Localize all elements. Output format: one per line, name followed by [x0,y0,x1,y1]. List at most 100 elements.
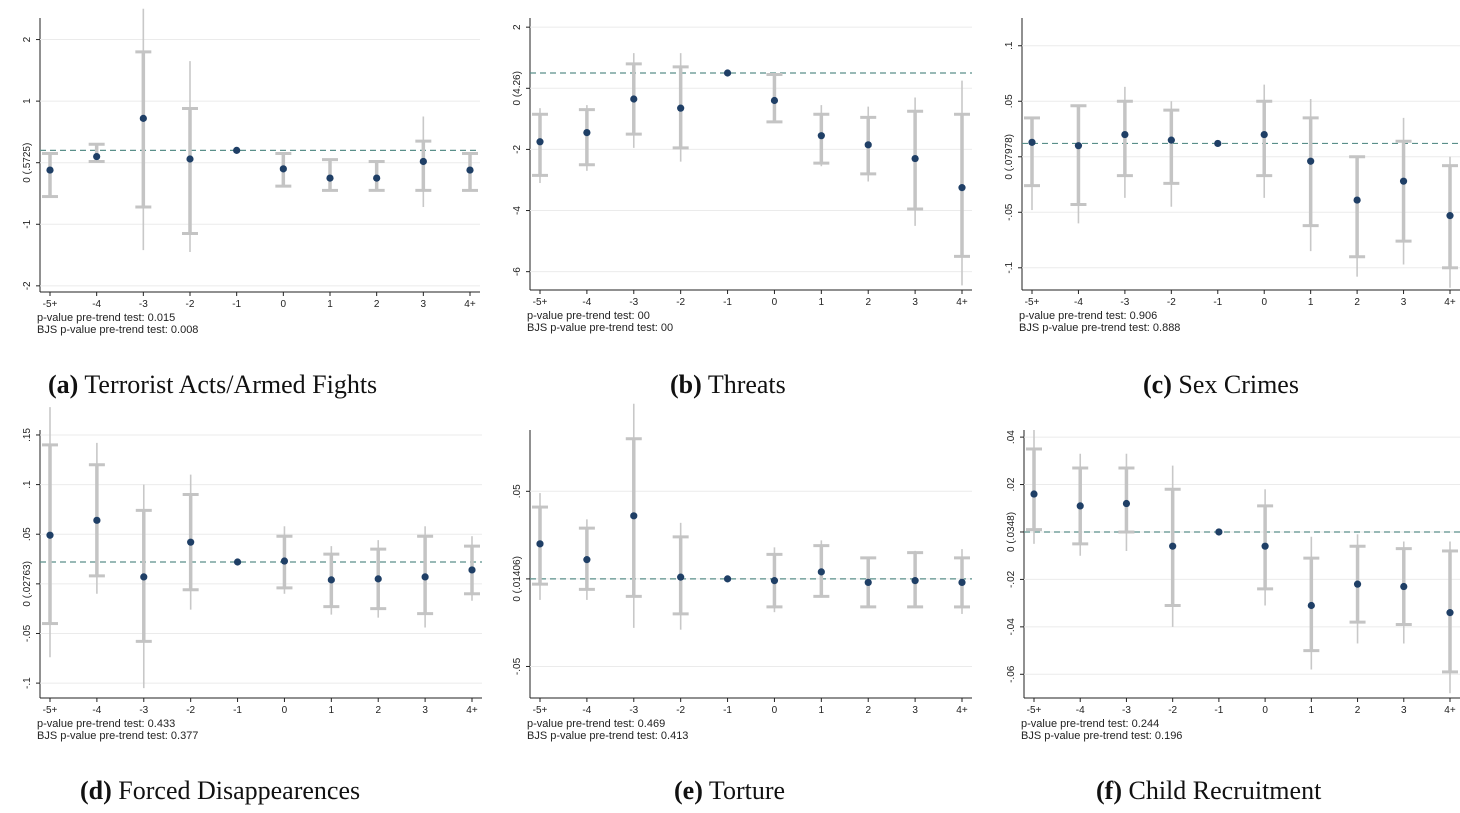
point-estimate [1121,130,1129,139]
x-tick-label: -2 [676,705,685,716]
bjs-pretrend-note: BJS p-value pre-trend test: 00 [527,322,673,334]
y-tick-label: -6 [512,267,523,276]
y-tick-label: -.1 [22,677,33,689]
point-estimate [468,566,476,574]
y-tick-label: -.05 [1004,203,1015,221]
x-tick-label: -5+ [533,705,548,716]
x-tick-label: 3 [1401,297,1407,308]
point-estimate [1122,499,1131,508]
point-estimate [958,184,966,192]
event-study-chart: 2 0 (4.26) -2 -4 -6 -5+ -4 -3 -2 -1 0 1 2 3 4+ p-value … [512,18,972,334]
caption-e: (e) Torture [674,776,785,806]
y-tick-label: 0 (.01406) [512,556,523,602]
x-tick-label: 2 [375,705,381,716]
event-study-chart: .1 .05 0 (.07978) -.05 -.1 -5+ -4 -3 -2 -1 0 1 2 3 4+ p… [1004,18,1460,334]
point-estimate [1076,502,1084,510]
caption-letter: (a) [48,370,79,399]
x-tick-label: 0 [1261,297,1267,308]
point-estimate [139,114,147,122]
bjs-pretrend-note: BJS p-value pre-trend test: 0.888 [1019,322,1180,334]
x-tick-label: -4 [582,705,591,716]
point-estimate [421,573,429,581]
y-tick-label: .05 [512,484,523,498]
x-tick-label: 4+ [1444,705,1456,716]
x-tick-label: 3 [421,299,427,310]
x-tick-label: -5+ [1025,297,1040,308]
x-tick-label: -5+ [533,297,548,308]
bjs-pretrend-note: BJS p-value pre-trend test: 0.196 [1021,730,1182,742]
caption-text: Threats [707,370,786,399]
point-estimate [279,165,287,173]
y-tick-label: -.04 [1006,618,1017,636]
caption-d: (d) Forced Disappearences [80,776,360,806]
y-tick-label: -.06 [1006,665,1017,683]
bjs-pretrend-note: BJS p-value pre-trend test: 0.377 [37,730,198,742]
point-estimate [677,573,685,581]
x-tick-label: 2 [374,299,380,310]
x-tick-label: 4+ [956,705,968,716]
y-tick-label: 2 [512,24,523,30]
x-tick-label: -1 [723,297,732,308]
y-tick-label: -.05 [22,624,33,642]
x-tick-label: 3 [422,705,428,716]
point-estimate [583,129,591,137]
point-estimate [911,577,919,585]
chart-panel-c: .1 .05 0 (.07978) -.05 -.1 -5+ -4 -3 -2 -1 0 1 2 3 4+ p… [976,0,1460,365]
x-tick-label: 1 [329,705,335,716]
x-tick-label: 1 [327,299,333,310]
x-tick-label: 4+ [1444,297,1456,308]
point-estimate [93,152,101,161]
point-estimate [1215,528,1223,536]
point-estimate [373,174,381,182]
chart-panel-a: 2 1 0 (.5725) -1 -2 -5+ -4 -3 -2 -1 0 1 2 3 4+ p-value … [0,0,488,365]
y-tick-label: .1 [1004,41,1015,50]
y-tick-label: 1 [22,98,33,104]
caption-text: Torture [708,776,786,805]
caption-b: (b) Threats [670,370,786,400]
bjs-pretrend-note: BJS p-value pre-trend test: 0.008 [37,324,198,336]
point-estimate [1030,490,1038,498]
point-estimate [723,69,732,77]
x-tick-label: 1 [1309,705,1315,716]
point-estimate [327,576,335,584]
x-tick-label: -3 [1120,297,1129,308]
point-estimate [817,132,825,140]
y-tick-label: -.02 [1006,570,1017,588]
caption-c: (c) Sex Crimes [1143,370,1299,400]
x-tick-label: -5+ [1027,705,1042,716]
y-tick-label: .15 [22,428,33,442]
point-estimate [911,154,919,163]
point-estimate [536,138,544,146]
pretrend-note: p-value pre-trend test: 0.469 [527,718,665,730]
x-tick-label: -4 [1076,705,1085,716]
y-tick-label: -.05 [512,657,523,675]
x-tick-label: 2 [865,705,871,716]
x-tick-label: 1 [1308,297,1314,308]
point-estimate [1307,157,1315,165]
chart-panel-f: .04 .02 0 (.0348) -.02 -.04 -.06 -5+ -4 -3 -2 -1 0 1… [976,412,1460,764]
x-tick-label: 0 [282,705,288,716]
x-tick-label: -2 [186,299,195,310]
point-estimate [536,540,544,548]
point-estimate [419,157,427,166]
point-estimate [1446,212,1454,220]
caption-f: (f) Child Recruitment [1096,776,1321,806]
point-estimate [233,558,242,566]
y-tick-label: .05 [22,527,33,541]
caption-text: Sex Crimes [1178,370,1299,399]
pretrend-note: p-value pre-trend test: 0.433 [37,718,175,730]
pretrend-note: p-value pre-trend test: 00 [527,310,650,322]
point-estimate [93,516,101,524]
x-tick-label: -4 [582,297,591,308]
point-estimate [677,104,685,112]
x-tick-label: -2 [676,297,685,308]
x-tick-label: 2 [1355,705,1361,716]
point-estimate [1353,580,1362,588]
pretrend-note: p-value pre-trend test: 0.015 [37,312,175,324]
point-estimate [958,578,966,586]
point-estimate [326,174,334,182]
bjs-pretrend-note: BJS p-value pre-trend test: 0.413 [527,730,688,742]
y-tick-label: 0 (.0348) [1006,512,1017,552]
y-tick-label: .04 [1006,430,1017,444]
x-tick-label: -2 [186,705,195,716]
